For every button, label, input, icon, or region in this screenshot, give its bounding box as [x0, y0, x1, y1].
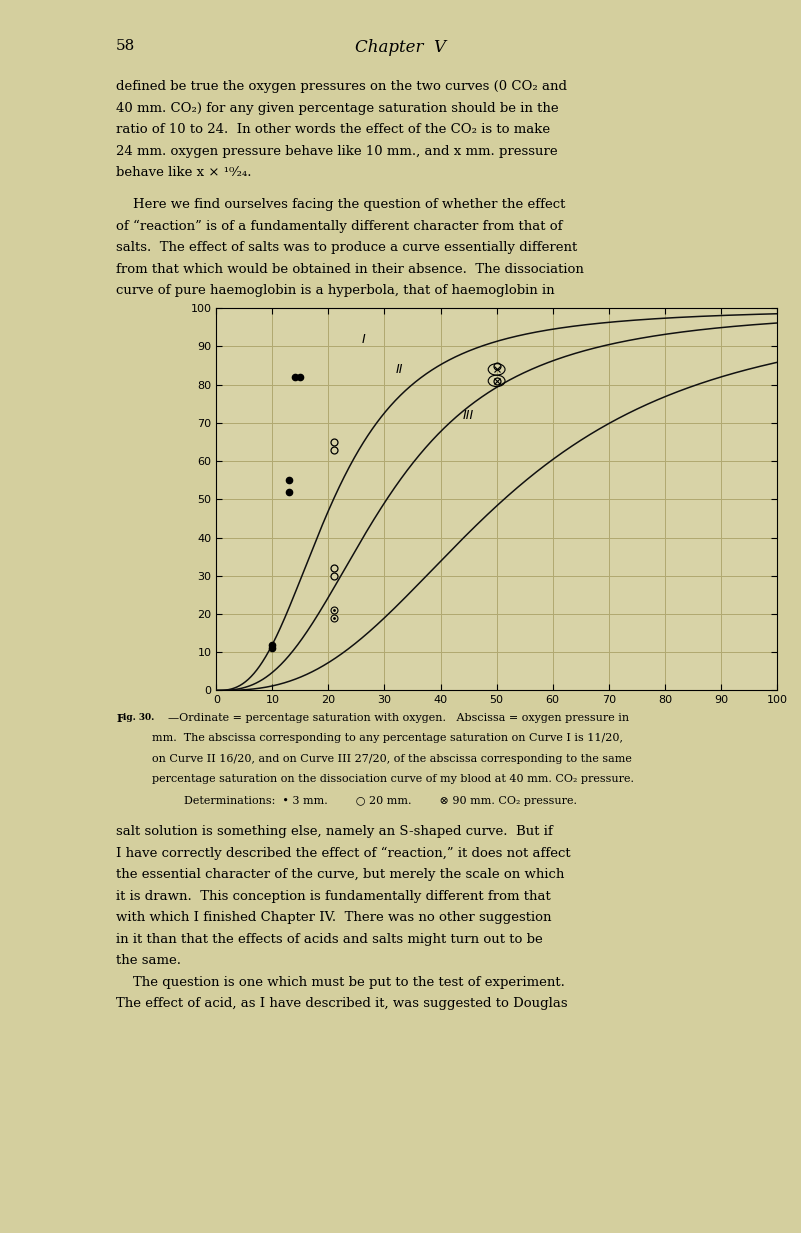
Text: 24 mm. oxygen pressure behave like 10 mm., and x mm. pressure: 24 mm. oxygen pressure behave like 10 mm…	[116, 144, 557, 158]
Text: Determinations:  • 3 mm.        ○ 20 mm.        ⊗ 90 mm. CO₂ pressure.: Determinations: • 3 mm. ○ 20 mm. ⊗ 90 mm…	[184, 795, 578, 805]
Text: behave like x × ¹⁰⁄₂₄.: behave like x × ¹⁰⁄₂₄.	[116, 166, 252, 180]
Text: Here we find ourselves facing the question of whether the effect: Here we find ourselves facing the questi…	[116, 197, 566, 211]
Text: salt solution is something else, namely an S-shaped curve.  But if: salt solution is something else, namely …	[116, 825, 553, 838]
Text: ratio of 10 to 24.  In other words the effect of the CO₂ is to make: ratio of 10 to 24. In other words the ef…	[116, 123, 550, 137]
Text: ig. 30.: ig. 30.	[123, 713, 154, 721]
Text: of “reaction” is of a fundamentally different character from that of: of “reaction” is of a fundamentally diff…	[116, 219, 562, 233]
Text: the same.: the same.	[116, 954, 181, 968]
Text: from that which would be obtained in their absence.  The dissociation: from that which would be obtained in the…	[116, 263, 584, 276]
Text: —Ordinate = percentage saturation with oxygen.   Abscissa = oxygen pressure in: —Ordinate = percentage saturation with o…	[168, 713, 630, 723]
Text: Chapter  V: Chapter V	[355, 39, 446, 57]
Text: I: I	[362, 333, 366, 345]
Text: F: F	[116, 713, 124, 724]
Text: it is drawn.  This conception is fundamentally different from that: it is drawn. This conception is fundamen…	[116, 890, 551, 903]
Text: with which I finished Chapter IV.  There was no other suggestion: with which I finished Chapter IV. There …	[116, 911, 552, 925]
Text: in it than that the effects of acids and salts might turn out to be: in it than that the effects of acids and…	[116, 933, 543, 946]
Text: mm.  The abscissa corresponding to any percentage saturation on Curve I is 11/20: mm. The abscissa corresponding to any pe…	[152, 734, 623, 743]
Text: on Curve II 16/20, and on Curve III 27/20, of the abscissa corresponding to the : on Curve II 16/20, and on Curve III 27/2…	[152, 753, 632, 763]
Text: I have correctly described the effect of “reaction,” it does not affect: I have correctly described the effect of…	[116, 847, 571, 859]
Text: percentage saturation on the dissociation curve of my blood at 40 mm. CO₂ pressu: percentage saturation on the dissociatio…	[152, 774, 634, 784]
Text: The effect of acid, as I have described it, was suggested to Douglas: The effect of acid, as I have described …	[116, 997, 568, 1011]
Text: II: II	[396, 364, 403, 376]
Text: salts.  The effect of salts was to produce a curve essentially different: salts. The effect of salts was to produc…	[116, 242, 578, 254]
Text: the essential character of the curve, but merely the scale on which: the essential character of the curve, bu…	[116, 868, 565, 882]
Text: The question is one which must be put to the test of experiment.: The question is one which must be put to…	[116, 977, 565, 989]
Text: III: III	[463, 409, 474, 422]
Text: 58: 58	[116, 39, 135, 53]
Text: curve of pure haemoglobin is a hyperbola, that of haemoglobin in: curve of pure haemoglobin is a hyperbola…	[116, 284, 555, 297]
Text: defined be true the oxygen pressures on the two curves (0 CO₂ and: defined be true the oxygen pressures on …	[116, 80, 567, 94]
Text: 40 mm. CO₂) for any given percentage saturation should be in the: 40 mm. CO₂) for any given percentage sat…	[116, 101, 559, 115]
